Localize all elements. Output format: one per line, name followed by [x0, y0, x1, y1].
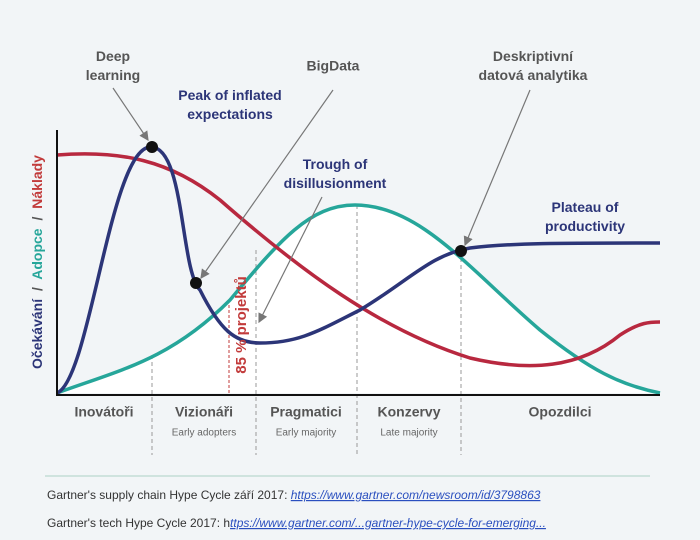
text-line: datová analytika: [479, 67, 588, 83]
phase-label: Konzervy: [377, 404, 440, 420]
annotation: BigData: [307, 58, 360, 74]
label-part: Náklady: [29, 155, 45, 209]
text-line: disillusionment: [284, 175, 387, 191]
text-line: Peak of inflated: [178, 87, 281, 103]
text-line: Trough of: [303, 156, 368, 172]
annotation: Deskriptivní datová analytika: [479, 48, 588, 83]
y-axis-label: Očekávání / Adopce / Náklady: [29, 155, 45, 369]
separator: /: [29, 217, 45, 221]
text-line: expectations: [187, 106, 273, 122]
arrow: [258, 196, 323, 324]
text-line: productivity: [545, 218, 625, 234]
annotation: Deep learning: [86, 48, 140, 83]
text-line: Gartner's tech Hype Cycle 2017: h: [47, 516, 230, 530]
text-line: Deskriptivní: [493, 48, 574, 64]
text-line: Gartner's supply chain Hype Cycle září 2…: [47, 488, 291, 502]
point: [190, 277, 202, 289]
phase-label: Opozdilci: [529, 404, 592, 420]
text-line: learning: [86, 67, 140, 83]
label-part: Očekávání: [29, 298, 45, 369]
phase-label: Inovátoři: [74, 404, 133, 420]
separator: /: [29, 287, 45, 291]
annotation: Peak of inflated expectations: [178, 87, 281, 122]
adoption-curve: [56, 203, 661, 395]
phase-sublabel: Early adopters: [172, 428, 236, 439]
arrow: [463, 89, 531, 247]
phase-label: Vizionáři: [175, 404, 233, 420]
point: [146, 141, 158, 153]
text-line: Plateau of: [552, 199, 619, 215]
adoption-area: [57, 205, 660, 393]
cost-curve: [56, 152, 661, 368]
phase-sublabel: Late majority: [380, 428, 437, 439]
point: [455, 245, 467, 257]
annotation: 85 % projektů: [233, 276, 250, 374]
link[interactable]: https://www.gartner.com/newsroom/id/3798…: [291, 488, 541, 502]
phase-sublabel: Early majority: [276, 428, 337, 439]
source: Gartner's tech Hype Cycle 2017: https://…: [47, 516, 546, 530]
hype-curve: [56, 145, 661, 395]
annotation: Trough of disillusionment: [284, 156, 387, 191]
arrow: [200, 89, 334, 279]
text-line: Deep: [96, 48, 130, 64]
source: Gartner's supply chain Hype Cycle září 2…: [47, 488, 541, 502]
phase-label: Pragmatici: [270, 404, 342, 420]
link[interactable]: ttps://www.gartner.com/...gartner-hype-c…: [230, 516, 546, 530]
arrow: [112, 87, 149, 141]
label-part: Adopce: [29, 228, 45, 280]
annotation: Plateau of productivity: [545, 199, 625, 234]
